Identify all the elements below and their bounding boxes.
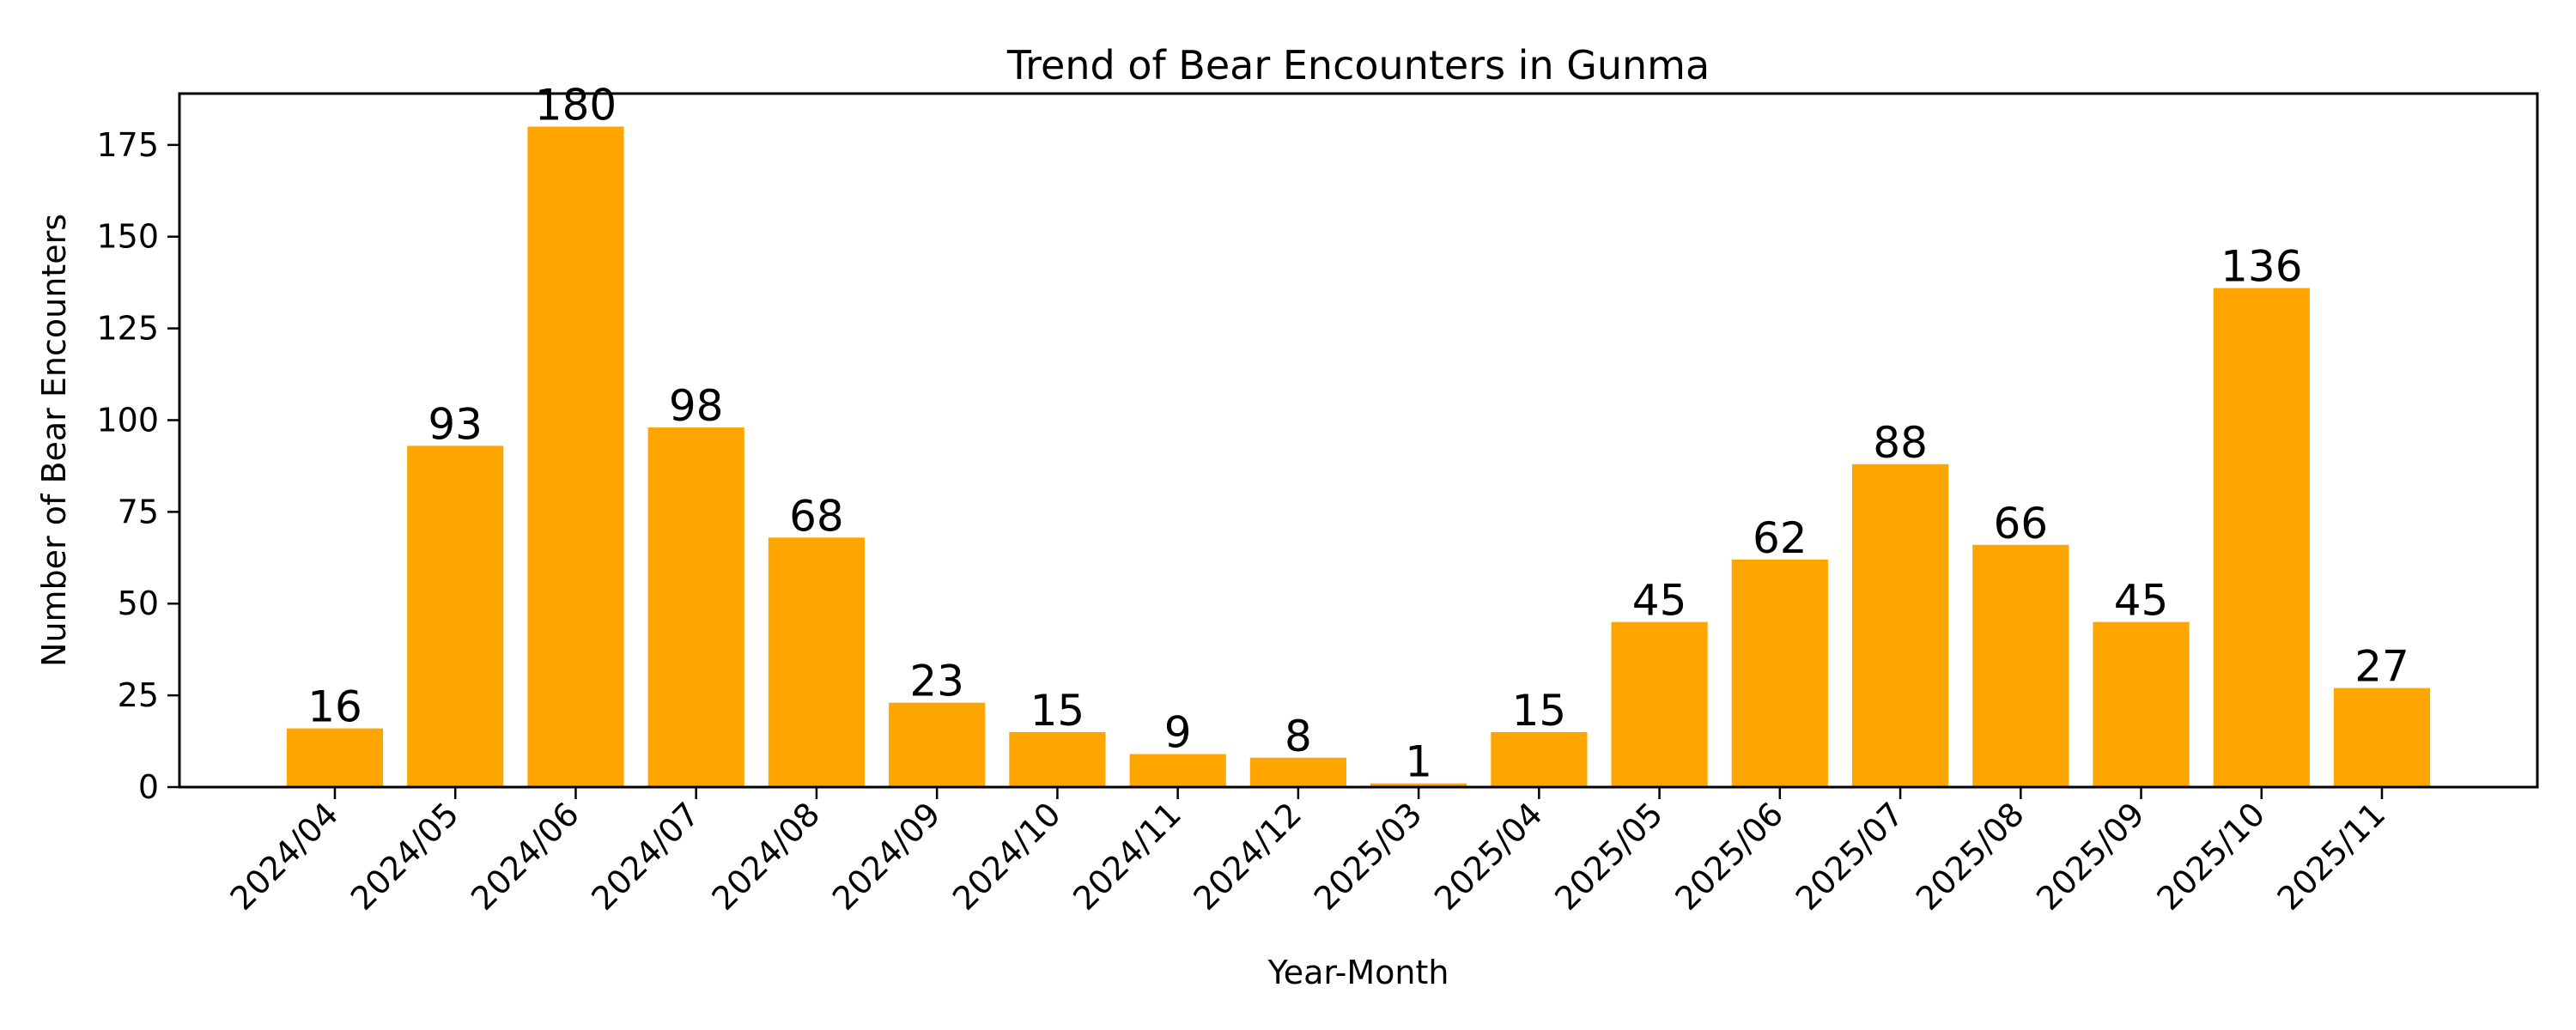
bar-value-label: 136 (2221, 242, 2302, 292)
bar-2024-12 (1249, 757, 1346, 787)
bar-2024-08 (768, 537, 865, 787)
y-tick-label: 75 (118, 493, 159, 530)
bar-2024-05 (407, 445, 504, 787)
bar-value-label: 180 (535, 81, 617, 130)
bar-value-label: 62 (1753, 513, 1807, 563)
x-tick-label: 2024/06 (464, 795, 586, 918)
x-axis-label: Year-Month (1267, 954, 1449, 991)
bar-2024-11 (1129, 754, 1226, 787)
bar-2025-06 (1731, 559, 1828, 787)
bar-2025-04 (1491, 731, 1588, 787)
x-tick-label: 2025/09 (2029, 795, 2152, 918)
bar-2025-10 (2213, 288, 2310, 788)
y-tick-label: 175 (96, 126, 159, 164)
y-tick-label: 150 (96, 218, 159, 256)
x-axis-ticks: 2024/042024/052024/062024/072024/082024/… (223, 787, 2393, 918)
bars-group (286, 126, 2431, 788)
plot-frame (178, 92, 2539, 789)
bar-value-label: 93 (428, 399, 483, 449)
bar-2024-06 (527, 126, 624, 787)
x-tick-label: 2024/09 (825, 795, 948, 918)
x-tick-label: 2024/10 (945, 795, 1068, 918)
bar-value-label: 45 (1632, 576, 1687, 626)
bar-value-label: 45 (2114, 576, 2169, 626)
x-tick-label: 2024/04 (223, 795, 346, 918)
bar-2024-09 (889, 702, 986, 787)
y-tick-label: 25 (118, 676, 159, 714)
bar-value-label: 15 (1030, 686, 1085, 736)
y-tick-label: 0 (138, 768, 159, 806)
bar-2025-08 (1972, 544, 2069, 787)
y-axis-label: Number of Bear Encounters (35, 214, 73, 667)
x-tick-label: 2024/11 (1066, 795, 1188, 918)
y-tick-label: 125 (96, 310, 159, 348)
bar-2025-03 (1370, 783, 1467, 787)
chart-title: Trend of Bear Encounters in Gunma (1006, 42, 1710, 88)
y-axis-ticks: 0 25 50 75 100 125 150 175 (96, 126, 179, 806)
bar-2024-07 (647, 427, 744, 787)
x-tick-label: 2024/05 (343, 795, 466, 918)
bar-value-label: 88 (1873, 418, 1928, 468)
bar-2024-04 (286, 728, 384, 787)
x-tick-label: 2024/12 (1187, 795, 1309, 918)
x-tick-label: 2025/03 (1307, 795, 1430, 918)
bar-value-label: 98 (669, 381, 724, 431)
bar-value-label: 16 (307, 682, 362, 732)
x-tick-label: 2025/06 (1668, 795, 1790, 918)
bar-2025-11 (2333, 688, 2431, 787)
bar-2025-07 (1852, 464, 1949, 787)
y-tick-label: 50 (118, 585, 159, 622)
bar-value-label: 8 (1285, 712, 1312, 761)
x-tick-label: 2024/07 (584, 795, 707, 918)
bar-value-label: 27 (2354, 642, 2409, 692)
bar-2024-10 (1009, 731, 1106, 787)
bar-2025-05 (1611, 621, 1708, 787)
x-tick-label: 2025/07 (1789, 795, 1911, 918)
x-tick-label: 2025/05 (1547, 795, 1670, 918)
x-tick-label: 2025/10 (2149, 795, 2272, 918)
x-tick-label: 2025/11 (2270, 795, 2393, 918)
bar-value-label: 23 (909, 657, 964, 706)
bar-value-label: 15 (1512, 686, 1567, 736)
bar-value-label: 68 (789, 491, 844, 541)
x-tick-label: 2024/08 (705, 795, 828, 918)
bar-value-label: 9 (1164, 708, 1192, 758)
y-tick-label: 100 (96, 402, 159, 439)
bar-value-label: 1 (1405, 737, 1432, 787)
x-tick-label: 2025/04 (1427, 795, 1550, 918)
x-tick-label: 2025/08 (1909, 795, 2032, 918)
bar-2025-09 (2093, 621, 2190, 787)
bar-value-label: 66 (1993, 499, 2048, 548)
